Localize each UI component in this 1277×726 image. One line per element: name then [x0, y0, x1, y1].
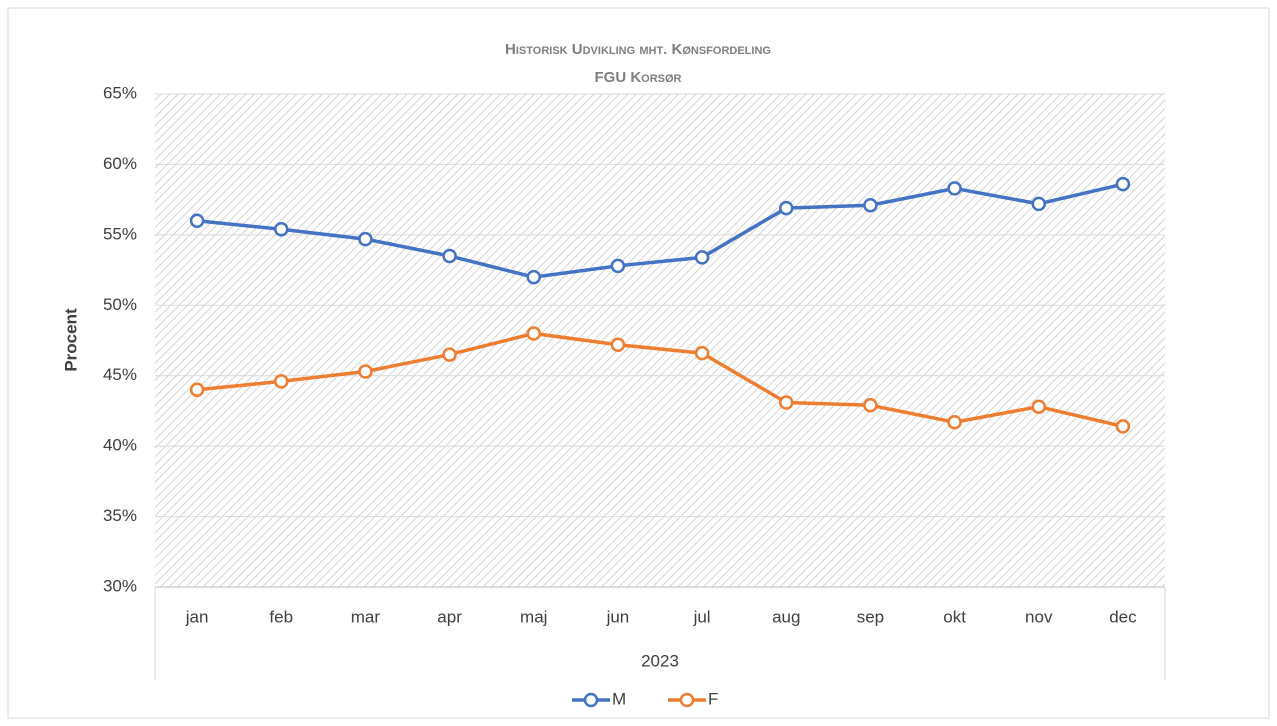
data-point	[526, 326, 541, 341]
x-tick-label: jan	[185, 607, 209, 626]
y-tick-label: 45%	[103, 365, 137, 384]
chart-subtitle: FGU Korsør	[595, 69, 682, 86]
legend-label: M	[612, 689, 626, 708]
data-point	[779, 395, 794, 410]
x-tick-label: sep	[857, 607, 884, 626]
x-tick-label: feb	[269, 607, 293, 626]
data-point	[1115, 419, 1131, 434]
data-point	[358, 231, 373, 247]
x-tick-label: nov	[1025, 607, 1053, 626]
data-point	[274, 221, 289, 237]
y-tick-label: 65%	[103, 83, 137, 102]
data-point	[779, 200, 794, 216]
data-point	[358, 364, 373, 379]
x-tick-label: aug	[772, 607, 800, 626]
x-tick-label: okt	[943, 607, 966, 626]
series-line	[196, 182, 1124, 279]
data-point	[526, 269, 541, 285]
x-tick-label: maj	[520, 607, 547, 626]
data-point	[947, 414, 962, 430]
legend-marker	[583, 692, 599, 708]
chart-title: Historisk Udvikling mht. Kønsfordeling	[505, 41, 771, 58]
data-point	[1115, 176, 1131, 192]
data-point	[189, 382, 205, 398]
data-point	[442, 248, 457, 264]
x-axis-label: 2023	[641, 651, 679, 670]
data-point	[442, 347, 457, 362]
plot-area	[155, 94, 1165, 587]
data-point	[189, 213, 205, 229]
legend-label: F	[708, 689, 718, 708]
series-line	[196, 331, 1124, 429]
data-point	[610, 337, 626, 352]
data-point	[863, 398, 878, 413]
y-tick-label: 60%	[103, 154, 137, 173]
data-point	[1031, 399, 1046, 414]
data-point	[694, 345, 710, 361]
x-tick-label: jul	[693, 607, 711, 626]
data-point	[1031, 196, 1046, 212]
data-point	[694, 250, 710, 265]
y-axis-label: Procent	[61, 308, 80, 372]
x-tick-label: apr	[437, 607, 462, 626]
data-point	[274, 374, 289, 389]
y-tick-label: 50%	[103, 295, 137, 314]
legend-marker	[679, 692, 695, 708]
y-tick-label: 30%	[103, 576, 137, 595]
y-tick-label: 40%	[103, 436, 137, 455]
y-tick-label: 35%	[103, 506, 137, 525]
y-tick-label: 55%	[103, 224, 137, 243]
data-point	[863, 198, 878, 213]
x-tick-label: jun	[606, 607, 630, 626]
x-tick-label: mar	[351, 607, 381, 626]
data-point	[610, 258, 626, 274]
x-tick-label: dec	[1109, 607, 1137, 626]
data-point	[947, 181, 962, 196]
